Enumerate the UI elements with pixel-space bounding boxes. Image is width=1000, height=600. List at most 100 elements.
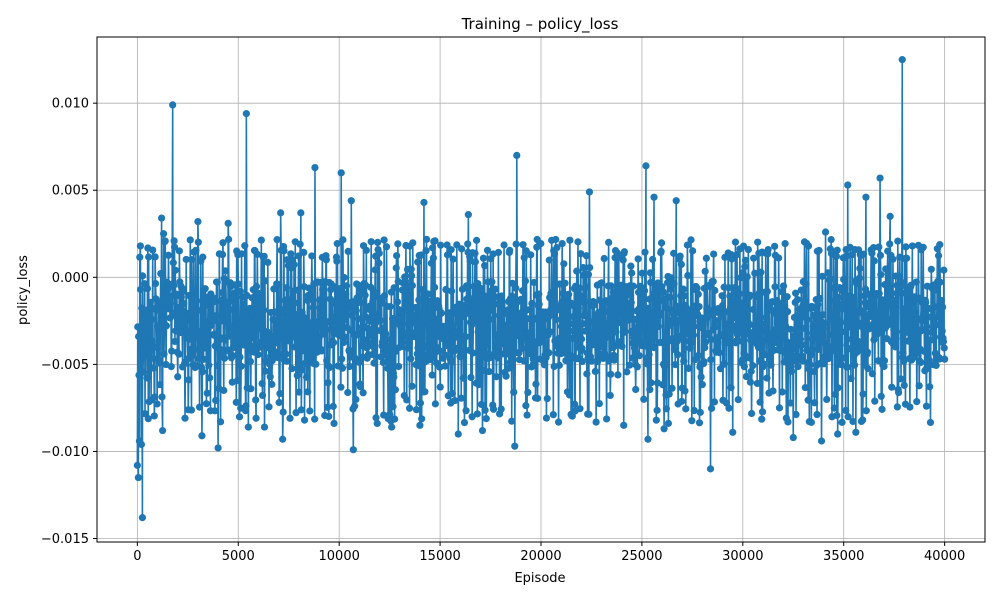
data-point bbox=[838, 305, 847, 313]
data-point bbox=[819, 311, 827, 319]
data-point bbox=[572, 335, 580, 343]
data-point bbox=[405, 404, 414, 412]
data-point bbox=[317, 319, 325, 328]
data-point bbox=[518, 344, 526, 353]
data-point bbox=[216, 418, 225, 426]
data-point bbox=[741, 263, 749, 271]
data-point bbox=[166, 299, 175, 308]
data-point bbox=[254, 350, 262, 359]
data-point bbox=[731, 238, 740, 246]
data-point bbox=[749, 362, 757, 370]
data-point bbox=[160, 230, 168, 238]
data-point bbox=[437, 309, 446, 317]
data-point bbox=[231, 343, 239, 351]
data-point bbox=[793, 326, 801, 334]
data-point bbox=[813, 410, 821, 419]
data-point bbox=[212, 396, 220, 405]
data-point bbox=[236, 353, 244, 361]
data-point bbox=[605, 357, 613, 365]
data-point bbox=[932, 321, 941, 329]
data-point bbox=[748, 409, 756, 418]
data-point bbox=[370, 359, 378, 367]
data-point bbox=[146, 298, 154, 306]
data-point bbox=[640, 319, 648, 327]
data-point bbox=[498, 301, 506, 310]
data-point bbox=[272, 338, 280, 346]
data-point bbox=[454, 430, 462, 438]
data-point bbox=[323, 403, 332, 411]
data-point bbox=[280, 247, 288, 255]
data-point bbox=[296, 240, 304, 248]
data-point bbox=[271, 308, 279, 316]
data-point bbox=[932, 361, 940, 370]
data-point bbox=[185, 376, 193, 384]
data-point bbox=[378, 338, 387, 346]
data-point bbox=[220, 386, 228, 394]
data-point bbox=[815, 345, 823, 353]
data-point bbox=[374, 238, 382, 246]
data-point bbox=[598, 279, 606, 287]
data-point bbox=[931, 286, 939, 294]
data-point bbox=[364, 324, 372, 333]
data-point bbox=[288, 365, 296, 373]
data-point bbox=[380, 292, 389, 300]
data-point bbox=[861, 298, 869, 307]
data-point bbox=[497, 405, 505, 413]
data-point bbox=[772, 311, 780, 319]
data-point bbox=[323, 318, 331, 326]
data-point bbox=[895, 272, 903, 280]
data-point bbox=[521, 277, 530, 285]
data-point bbox=[170, 243, 179, 251]
data-point bbox=[670, 345, 679, 354]
data-point bbox=[301, 359, 309, 367]
data-point bbox=[336, 284, 344, 293]
data-point bbox=[707, 356, 715, 364]
data-point bbox=[936, 278, 944, 286]
data-point bbox=[697, 373, 705, 381]
data-point bbox=[445, 317, 453, 325]
data-point bbox=[340, 273, 348, 282]
data-point bbox=[695, 302, 703, 311]
data-point bbox=[699, 321, 707, 330]
data-point bbox=[252, 396, 260, 404]
data-point bbox=[638, 309, 647, 317]
data-point bbox=[569, 312, 578, 321]
data-point bbox=[308, 252, 316, 260]
data-point bbox=[507, 322, 515, 330]
data-point bbox=[149, 246, 157, 254]
data-point bbox=[651, 292, 659, 300]
data-point bbox=[859, 390, 867, 398]
data-point bbox=[337, 169, 345, 177]
data-point bbox=[771, 242, 779, 250]
data-point bbox=[293, 371, 301, 379]
data-point bbox=[405, 340, 413, 348]
data-point bbox=[701, 338, 710, 346]
data-point bbox=[899, 349, 907, 357]
data-point bbox=[661, 360, 669, 368]
data-point bbox=[531, 353, 539, 361]
data-point bbox=[933, 303, 941, 311]
data-point bbox=[884, 270, 892, 278]
data-point bbox=[670, 280, 678, 288]
data-point bbox=[817, 437, 826, 445]
data-point bbox=[237, 362, 245, 370]
data-point bbox=[495, 344, 503, 353]
data-point bbox=[720, 360, 729, 368]
data-point bbox=[233, 376, 242, 385]
data-point bbox=[187, 406, 196, 414]
data-point bbox=[467, 373, 475, 382]
x-tick-label: 30000 bbox=[722, 549, 763, 564]
data-point bbox=[242, 402, 250, 410]
data-point bbox=[695, 419, 704, 427]
data-point bbox=[211, 407, 219, 415]
x-tick-label: 10000 bbox=[319, 549, 360, 564]
data-point bbox=[846, 303, 854, 311]
data-point bbox=[428, 244, 437, 252]
data-point bbox=[605, 238, 613, 246]
data-point bbox=[566, 236, 574, 244]
data-point bbox=[876, 328, 884, 336]
data-point bbox=[724, 284, 733, 292]
data-point bbox=[579, 263, 587, 272]
data-point bbox=[571, 400, 579, 408]
data-point bbox=[918, 317, 927, 325]
